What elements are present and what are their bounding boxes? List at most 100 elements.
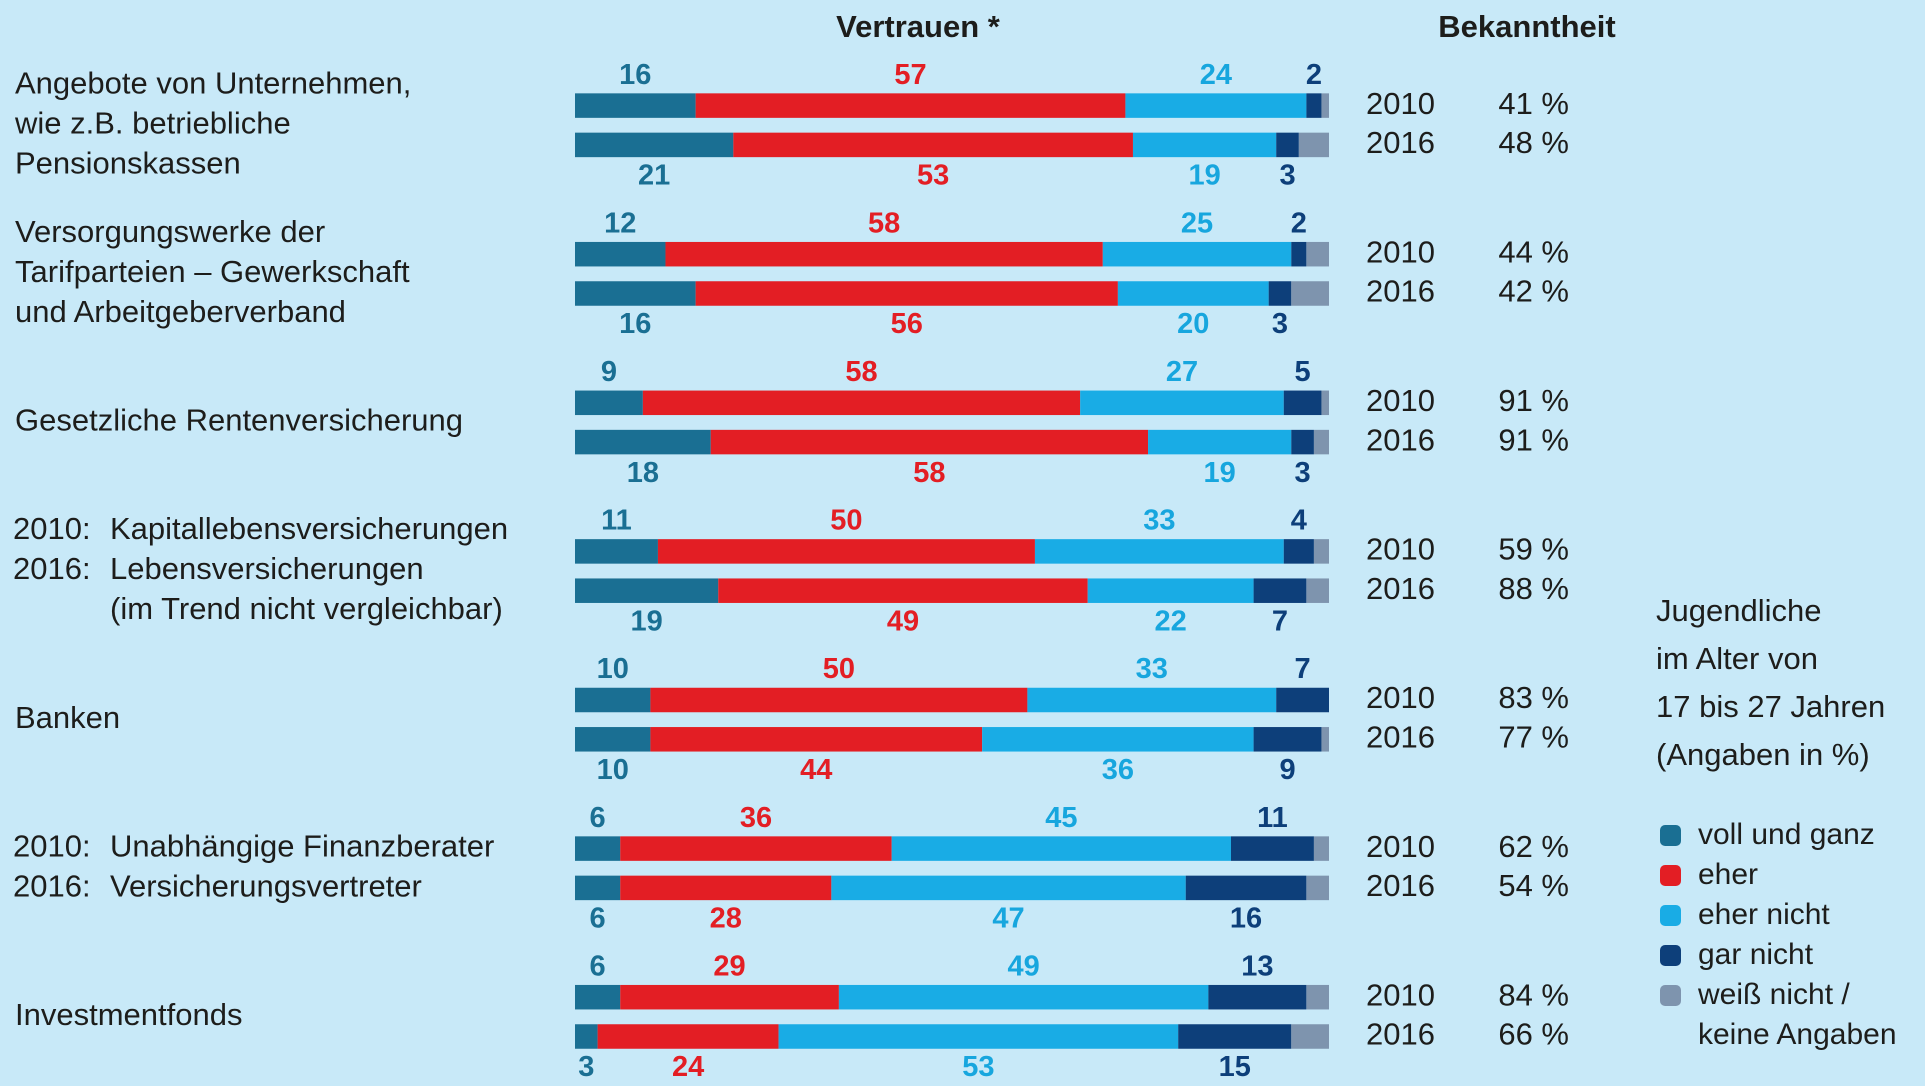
bar-segment xyxy=(1132,132,1277,158)
year-label: 2016 xyxy=(1366,1017,1435,1052)
value-label: 29 xyxy=(713,950,745,982)
bar-segment xyxy=(1125,93,1307,118)
bar-segment xyxy=(1276,687,1329,713)
value-label: 27 xyxy=(1166,356,1198,388)
bar-segment xyxy=(1208,984,1307,1010)
bar-segment xyxy=(1306,241,1329,267)
group-label: Gesetzliche Rentenversicherung xyxy=(15,403,463,438)
bar-segment xyxy=(1321,93,1329,118)
legend-swatch xyxy=(1660,825,1681,846)
group-label: Kapitallebensversicherungen xyxy=(110,511,508,546)
group-label: Investmentfonds xyxy=(15,997,242,1032)
legend-swatch xyxy=(1660,865,1681,886)
year-label: 2010 xyxy=(1366,234,1435,269)
legend-swatch xyxy=(1660,985,1681,1006)
value-label: 33 xyxy=(1136,653,1168,685)
value-label: 25 xyxy=(1181,207,1213,239)
year-label: 2010 xyxy=(1366,532,1435,567)
bar-segment xyxy=(657,539,1035,564)
value-label: 18 xyxy=(627,457,659,489)
bar-segment xyxy=(1313,836,1329,861)
year-label: 2010 xyxy=(1366,829,1435,864)
value-label: 2 xyxy=(1291,207,1307,239)
bar-segment xyxy=(575,1024,598,1049)
value-label: 20 xyxy=(1177,308,1209,340)
year-label: 2016 xyxy=(1366,125,1435,160)
group-label: Pensionskassen xyxy=(15,145,241,180)
value-label: 19 xyxy=(1188,160,1220,192)
value-label: 58 xyxy=(845,356,877,388)
awareness-value: 41 % xyxy=(1498,86,1569,121)
value-label: 16 xyxy=(1230,903,1262,935)
year-label: 2010 xyxy=(1366,977,1435,1012)
value-label: 13 xyxy=(1241,950,1273,982)
bar-segment xyxy=(597,1024,779,1049)
bar-segment xyxy=(838,984,1209,1010)
year-label: 2016 xyxy=(1366,868,1435,903)
value-label: 21 xyxy=(638,160,670,192)
legend-item: weiß nicht / keine Angaben xyxy=(1650,975,1920,1055)
awareness-value: 48 % xyxy=(1498,125,1569,160)
bar-segment xyxy=(1283,539,1314,564)
bar-segment xyxy=(575,687,651,713)
value-label: 6 xyxy=(590,802,606,834)
awareness-value: 42 % xyxy=(1498,274,1569,309)
year-label: 2016 xyxy=(1366,422,1435,457)
awareness-title: Bekanntheit xyxy=(1438,9,1615,44)
value-label: 56 xyxy=(891,308,923,340)
bar-segment xyxy=(620,875,832,901)
value-label: 7 xyxy=(1272,605,1288,637)
value-label: 50 xyxy=(823,653,855,685)
bar-segment xyxy=(1306,984,1329,1010)
value-label: 49 xyxy=(1007,950,1039,982)
bar-segment xyxy=(575,578,719,603)
bar-segment xyxy=(575,836,621,861)
bar-segment xyxy=(575,93,696,118)
bar-segment xyxy=(575,875,621,901)
value-label: 2 xyxy=(1306,59,1322,91)
legend-label: voll und ganz xyxy=(1698,818,1875,851)
bar-segment xyxy=(891,836,1231,861)
value-label: 53 xyxy=(962,1051,994,1083)
legend-item: eher nicht xyxy=(1650,895,1920,935)
value-label: 45 xyxy=(1045,802,1077,834)
bar-segment xyxy=(650,727,983,752)
year-label: 2016 xyxy=(1366,274,1435,309)
value-label: 58 xyxy=(913,457,945,489)
bar-segment xyxy=(665,241,1103,267)
legend-label: eher nicht xyxy=(1698,898,1830,931)
value-label: 24 xyxy=(672,1051,704,1083)
bar-segment xyxy=(1148,429,1292,455)
note-line: 17 bis 27 Jahren xyxy=(1656,689,1885,724)
year-label: 2010 xyxy=(1366,86,1435,121)
value-label: 5 xyxy=(1295,356,1311,388)
bar-segment xyxy=(620,984,839,1010)
bar-segment xyxy=(1034,539,1284,564)
awareness-value: 84 % xyxy=(1498,977,1569,1012)
group-label-prefix: 2016: xyxy=(13,551,91,586)
awareness-value: 91 % xyxy=(1498,383,1569,418)
value-label: 7 xyxy=(1295,653,1311,685)
group-label: Versorgungswerke der xyxy=(15,214,325,249)
legend-label: weiß nicht / keine Angaben xyxy=(1698,978,1897,1051)
bar-segment xyxy=(1291,429,1314,455)
value-label: 36 xyxy=(740,802,772,834)
legend: voll und ganz eher eher nicht gar nicht weiß… xyxy=(1650,815,1920,1055)
group-label-prefix: 2016: xyxy=(13,868,91,903)
value-label: 53 xyxy=(917,160,949,192)
bar-segment xyxy=(982,727,1254,752)
bar-segment xyxy=(1253,578,1307,603)
bar-segment xyxy=(1102,241,1292,267)
bar-segment xyxy=(1306,578,1329,603)
value-label: 15 xyxy=(1219,1051,1251,1083)
bar-segment xyxy=(1027,687,1277,713)
bar-segment xyxy=(1283,390,1322,416)
group-label: und Arbeitgeberverband xyxy=(15,294,346,329)
note-line: (Angaben in %) xyxy=(1656,737,1870,772)
group-label: Tarifparteien – Gewerkschaft xyxy=(15,254,410,289)
year-label: 2010 xyxy=(1366,680,1435,715)
bar-segment xyxy=(575,132,734,158)
note-line: im Alter von xyxy=(1656,641,1818,676)
group-label: Unabhängige Finanzberater xyxy=(110,828,494,863)
